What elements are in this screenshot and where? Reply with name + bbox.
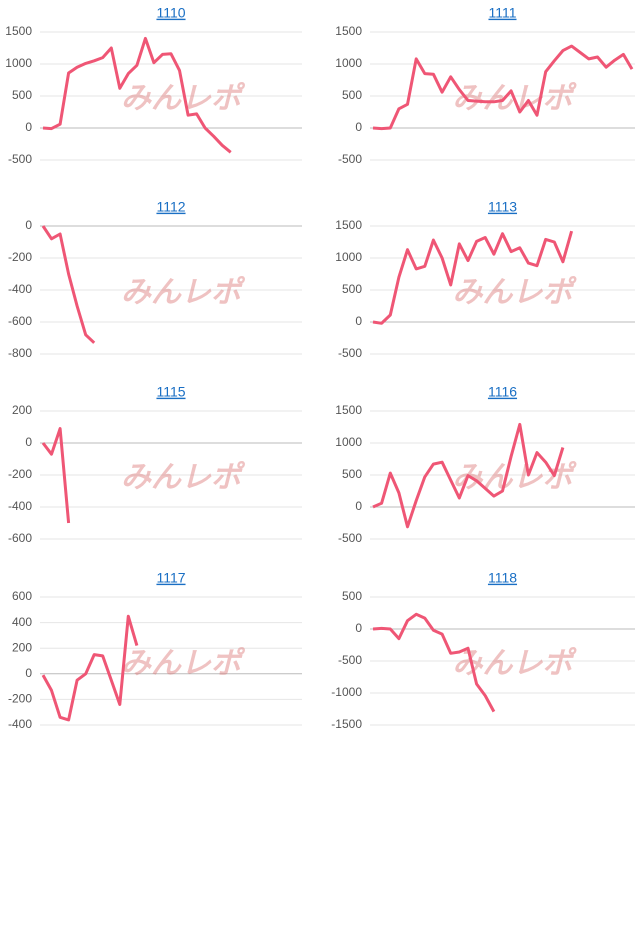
y-tick-label: 0 bbox=[25, 218, 32, 232]
y-tick-label: -400 bbox=[8, 499, 32, 513]
line bbox=[372, 230, 574, 325]
line bbox=[41, 614, 139, 722]
y-tick-label: 400 bbox=[12, 615, 32, 629]
y-tick-label: 1000 bbox=[335, 435, 362, 449]
y-tick-label: -1000 bbox=[331, 685, 362, 699]
y-tick-label: 0 bbox=[25, 435, 32, 449]
y-tick-label: -500 bbox=[338, 152, 362, 166]
line bbox=[372, 422, 565, 529]
y-tick-label: -600 bbox=[8, 531, 32, 545]
y-tick-label: 0 bbox=[355, 499, 362, 513]
y-tick-label: 1500 bbox=[5, 24, 32, 38]
line bbox=[41, 427, 71, 524]
y-tick-label: 0 bbox=[355, 314, 362, 328]
y-tick-label: 600 bbox=[12, 589, 32, 603]
y-tick-label: 1500 bbox=[335, 218, 362, 232]
line bbox=[372, 612, 496, 713]
y-tick-label: -800 bbox=[8, 346, 32, 360]
chart-title[interactable]: 1115 bbox=[156, 384, 185, 400]
y-tick-label: 1500 bbox=[335, 24, 362, 38]
line bbox=[42, 36, 232, 154]
y-tick-label: 1000 bbox=[5, 56, 32, 70]
y-tick-label: 1000 bbox=[335, 56, 362, 70]
y-tick-label: 0 bbox=[355, 120, 362, 134]
y-tick-label: -400 bbox=[8, 717, 32, 731]
y-tick-label: 200 bbox=[12, 640, 32, 654]
y-tick-label: -600 bbox=[8, 314, 32, 328]
y-tick-label: 0 bbox=[25, 666, 32, 680]
y-tick-label: 0 bbox=[355, 621, 362, 635]
y-tick-label: 500 bbox=[342, 282, 362, 296]
y-tick-label: 1500 bbox=[335, 403, 362, 417]
y-tick-label: 1000 bbox=[335, 250, 362, 264]
y-tick-label: 500 bbox=[342, 467, 362, 481]
y-tick-label: -200 bbox=[8, 467, 32, 481]
chart-title[interactable]: 1117 bbox=[156, 570, 185, 586]
y-tick-label: -500 bbox=[338, 531, 362, 545]
chart-title[interactable]: 1111 bbox=[488, 5, 516, 21]
y-tick-label: -200 bbox=[8, 250, 32, 264]
y-tick-label: -500 bbox=[8, 152, 32, 166]
line bbox=[372, 44, 634, 131]
chart-title[interactable]: 1113 bbox=[488, 199, 517, 215]
watermark: みんレポ bbox=[121, 276, 246, 309]
y-tick-label: -500 bbox=[338, 346, 362, 360]
y-tick-label: 500 bbox=[342, 589, 362, 603]
watermark: みんレポ bbox=[453, 276, 578, 309]
y-tick-label: -200 bbox=[8, 692, 32, 706]
chart-title[interactable]: 1116 bbox=[488, 384, 517, 400]
y-tick-label: 0 bbox=[25, 120, 32, 134]
y-tick-label: 500 bbox=[12, 88, 32, 102]
line bbox=[41, 225, 96, 344]
watermark: みんレポ bbox=[121, 461, 246, 494]
chart-title[interactable]: 1112 bbox=[156, 199, 185, 215]
y-tick-label: -400 bbox=[8, 282, 32, 296]
y-tick-label: -500 bbox=[338, 653, 362, 667]
chart-title[interactable]: 1110 bbox=[156, 5, 185, 21]
chart-title[interactable]: 1118 bbox=[488, 570, 517, 586]
y-tick-label: 200 bbox=[12, 403, 32, 417]
y-tick-label: -1500 bbox=[331, 717, 362, 731]
y-tick-label: 500 bbox=[342, 88, 362, 102]
watermark: みんレポ bbox=[121, 647, 246, 680]
